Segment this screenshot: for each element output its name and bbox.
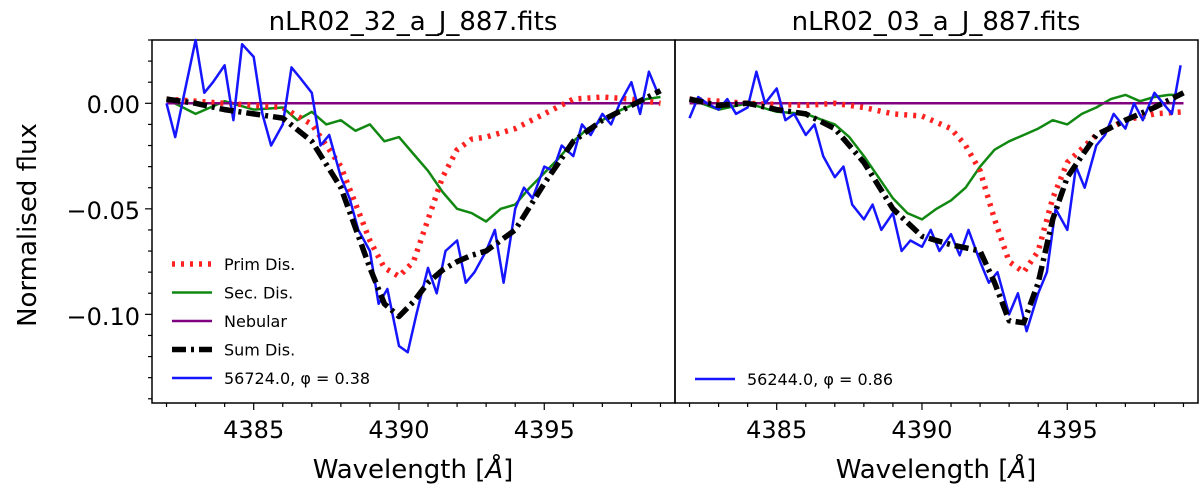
y-ticks xyxy=(145,39,152,400)
legend: 56244.0, φ = 0.86 xyxy=(695,370,893,389)
plot-frame xyxy=(674,39,1199,404)
series-line xyxy=(688,90,1185,326)
panel-title: nLR02_03_a_J_887.fits xyxy=(792,7,1081,37)
x-tick-label: 4385 xyxy=(223,416,284,444)
y-tick-labels: 0.00 −0.05 −0.10 xyxy=(66,91,140,331)
x-tick-label: 4395 xyxy=(514,416,575,444)
x-tick-label: 4395 xyxy=(1037,416,1098,444)
legend-label: Sec. Dis. xyxy=(224,284,293,303)
series-line xyxy=(689,96,1184,275)
panel-right: nLR02_03_a_J_887.fits 4385 4390 4395 56244… xyxy=(674,7,1199,485)
svg-text:Wavelength [Å]: Wavelength [Å] xyxy=(836,453,1037,485)
legend-label: Sum Dis. xyxy=(224,341,295,360)
x-axis-label-close: ] xyxy=(1026,455,1036,485)
x-axis-label-text: Wavelength [ xyxy=(836,455,1009,485)
y-tick-label: −0.05 xyxy=(66,197,140,225)
y-tick-label: −0.10 xyxy=(66,303,140,331)
svg-text:Wavelength [Å]: Wavelength [Å] xyxy=(313,453,514,485)
legend-label: 56724.0, φ = 0.38 xyxy=(224,369,370,388)
series-layer xyxy=(165,38,662,354)
y-tick-label: 0.00 xyxy=(87,91,140,119)
series-line xyxy=(165,95,661,223)
x-ticks: 4385 4390 4395 xyxy=(688,403,1185,444)
x-axis-label: Wavelength [Å] xyxy=(836,453,1037,485)
y-axis-label: Normalised flux xyxy=(13,123,43,327)
series-line xyxy=(166,88,662,320)
x-tick-label: 4390 xyxy=(368,416,429,444)
panel-left: nLR02_32_a_J_887.fits 4385 4390 4395 Prim … xyxy=(145,7,676,485)
legend-label: Prim Dis. xyxy=(224,255,295,274)
x-axis-label: Wavelength [Å] xyxy=(313,453,514,485)
x-ticks: 4385 4390 4395 xyxy=(165,403,662,444)
panel-title: nLR02_32_a_J_887.fits xyxy=(269,7,558,37)
series-line xyxy=(165,38,659,354)
legend-label: 56244.0, φ = 0.86 xyxy=(747,370,893,389)
x-tick-label: 4385 xyxy=(746,416,807,444)
x-tick-label: 4390 xyxy=(891,416,952,444)
legend-label: Nebular xyxy=(224,312,287,331)
x-axis-label-unit: Å xyxy=(483,453,503,485)
x-axis-label-close: ] xyxy=(503,455,513,485)
x-axis-label-text: Wavelength [ xyxy=(313,455,486,485)
series-line xyxy=(689,93,1184,221)
x-axis-label-unit: Å xyxy=(1006,453,1026,485)
series-layer xyxy=(688,65,1185,333)
legend: Prim Dis. Sec. Dis. Nebular Sum Dis. 56724.0… xyxy=(172,255,370,388)
series-line xyxy=(166,94,661,280)
